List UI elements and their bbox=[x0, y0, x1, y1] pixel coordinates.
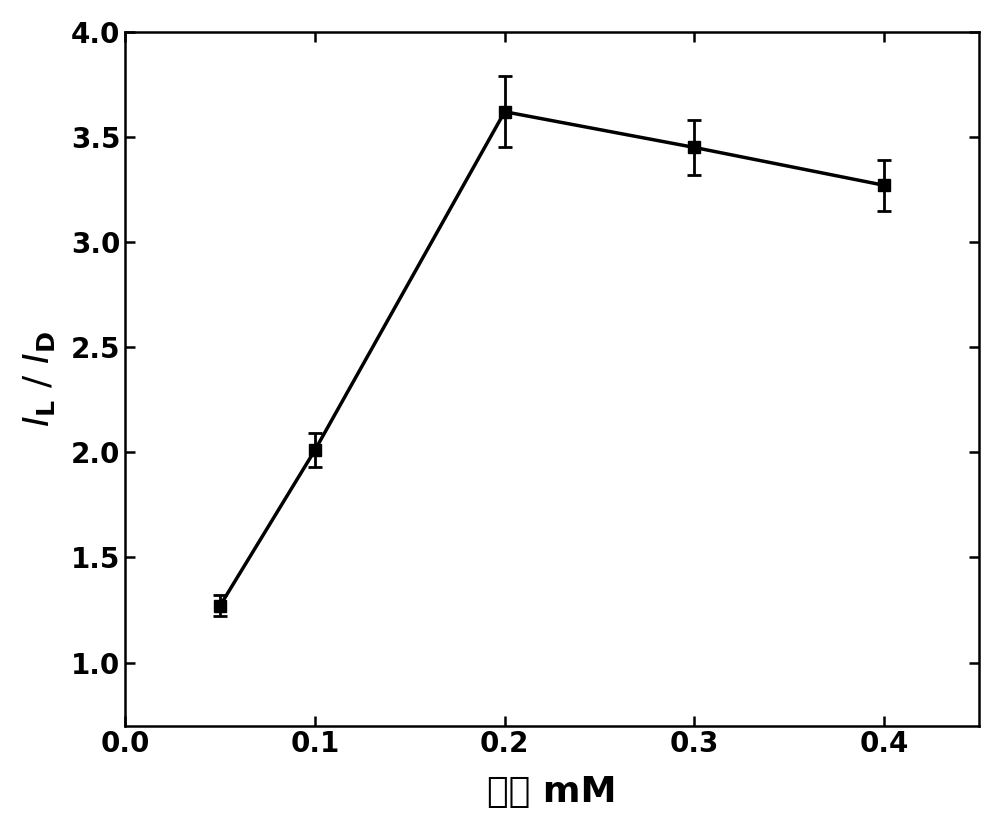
Y-axis label: $\mathit{I}_\mathregular{L}\ /\ \mathit{I}_\mathregular{D}$: $\mathit{I}_\mathregular{L}\ /\ \mathit{… bbox=[21, 331, 57, 427]
X-axis label: 浓度 mM: 浓度 mM bbox=[487, 775, 617, 809]
